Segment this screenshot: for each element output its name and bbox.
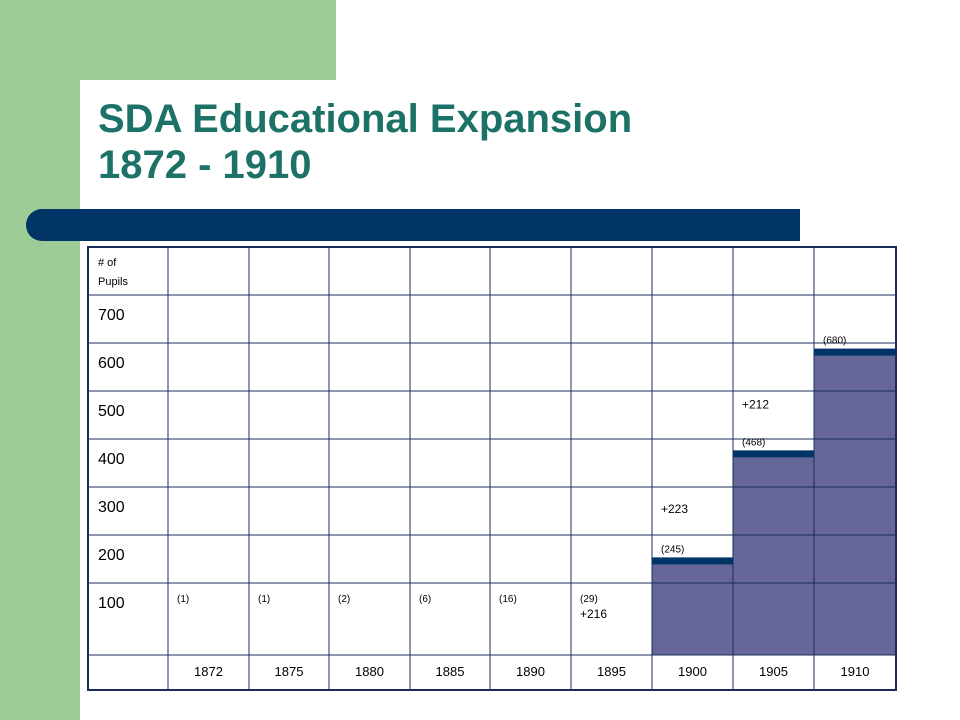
y-tick-700: 700 <box>98 307 125 324</box>
value-label-1895: (29) <box>580 594 598 605</box>
step-level-1910 <box>814 348 896 356</box>
x-tick-1875: 1875 <box>275 664 304 679</box>
increment-label-1895: +216 <box>580 607 607 621</box>
value-label-1910: (680) <box>823 336 846 347</box>
step-fill-1905 <box>733 454 814 655</box>
increment-label-1900: +223 <box>661 502 688 516</box>
step-level-1905 <box>733 450 814 458</box>
x-tick-1900: 1900 <box>678 664 707 679</box>
x-tick-1910: 1910 <box>841 664 870 679</box>
background-green-left <box>0 80 80 720</box>
y-tick-100: 100 <box>98 595 125 612</box>
table-border <box>87 246 897 691</box>
slide-title: SDA Educational Expansion 1872 - 1910 <box>98 96 632 188</box>
title-line-1: SDA Educational Expansion <box>98 97 633 141</box>
y-tick-600: 600 <box>98 355 125 372</box>
x-tick-1885: 1885 <box>436 664 465 679</box>
value-label-1885: (6) <box>419 594 431 605</box>
x-tick-1890: 1890 <box>516 664 545 679</box>
title-line-2: 1872 - 1910 <box>98 143 312 187</box>
value-label-1900: (245) <box>661 544 684 555</box>
step-fill-1900 <box>652 561 733 655</box>
background-green-top <box>0 0 336 80</box>
y-tick-200: 200 <box>98 547 125 564</box>
y-tick-400: 400 <box>98 451 125 468</box>
value-label-1872: (1) <box>177 594 189 605</box>
y-tick-300: 300 <box>98 499 125 516</box>
increment-label-1905: +212 <box>742 397 769 411</box>
value-label-1880: (2) <box>338 594 350 605</box>
step-level-1900 <box>652 557 733 565</box>
x-tick-1880: 1880 <box>355 664 384 679</box>
x-tick-1872: 1872 <box>194 664 223 679</box>
value-label-1905: (468) <box>742 437 765 448</box>
value-label-1890: (16) <box>499 594 517 605</box>
y-tick-500: 500 <box>98 403 125 420</box>
value-label-1875: (1) <box>258 594 270 605</box>
title-divider-bar <box>26 209 800 241</box>
y-axis-label: # of Pupils <box>98 257 128 288</box>
x-tick-1905: 1905 <box>759 664 788 679</box>
step-fill-1910 <box>814 352 896 655</box>
x-tick-1895: 1895 <box>597 664 626 679</box>
